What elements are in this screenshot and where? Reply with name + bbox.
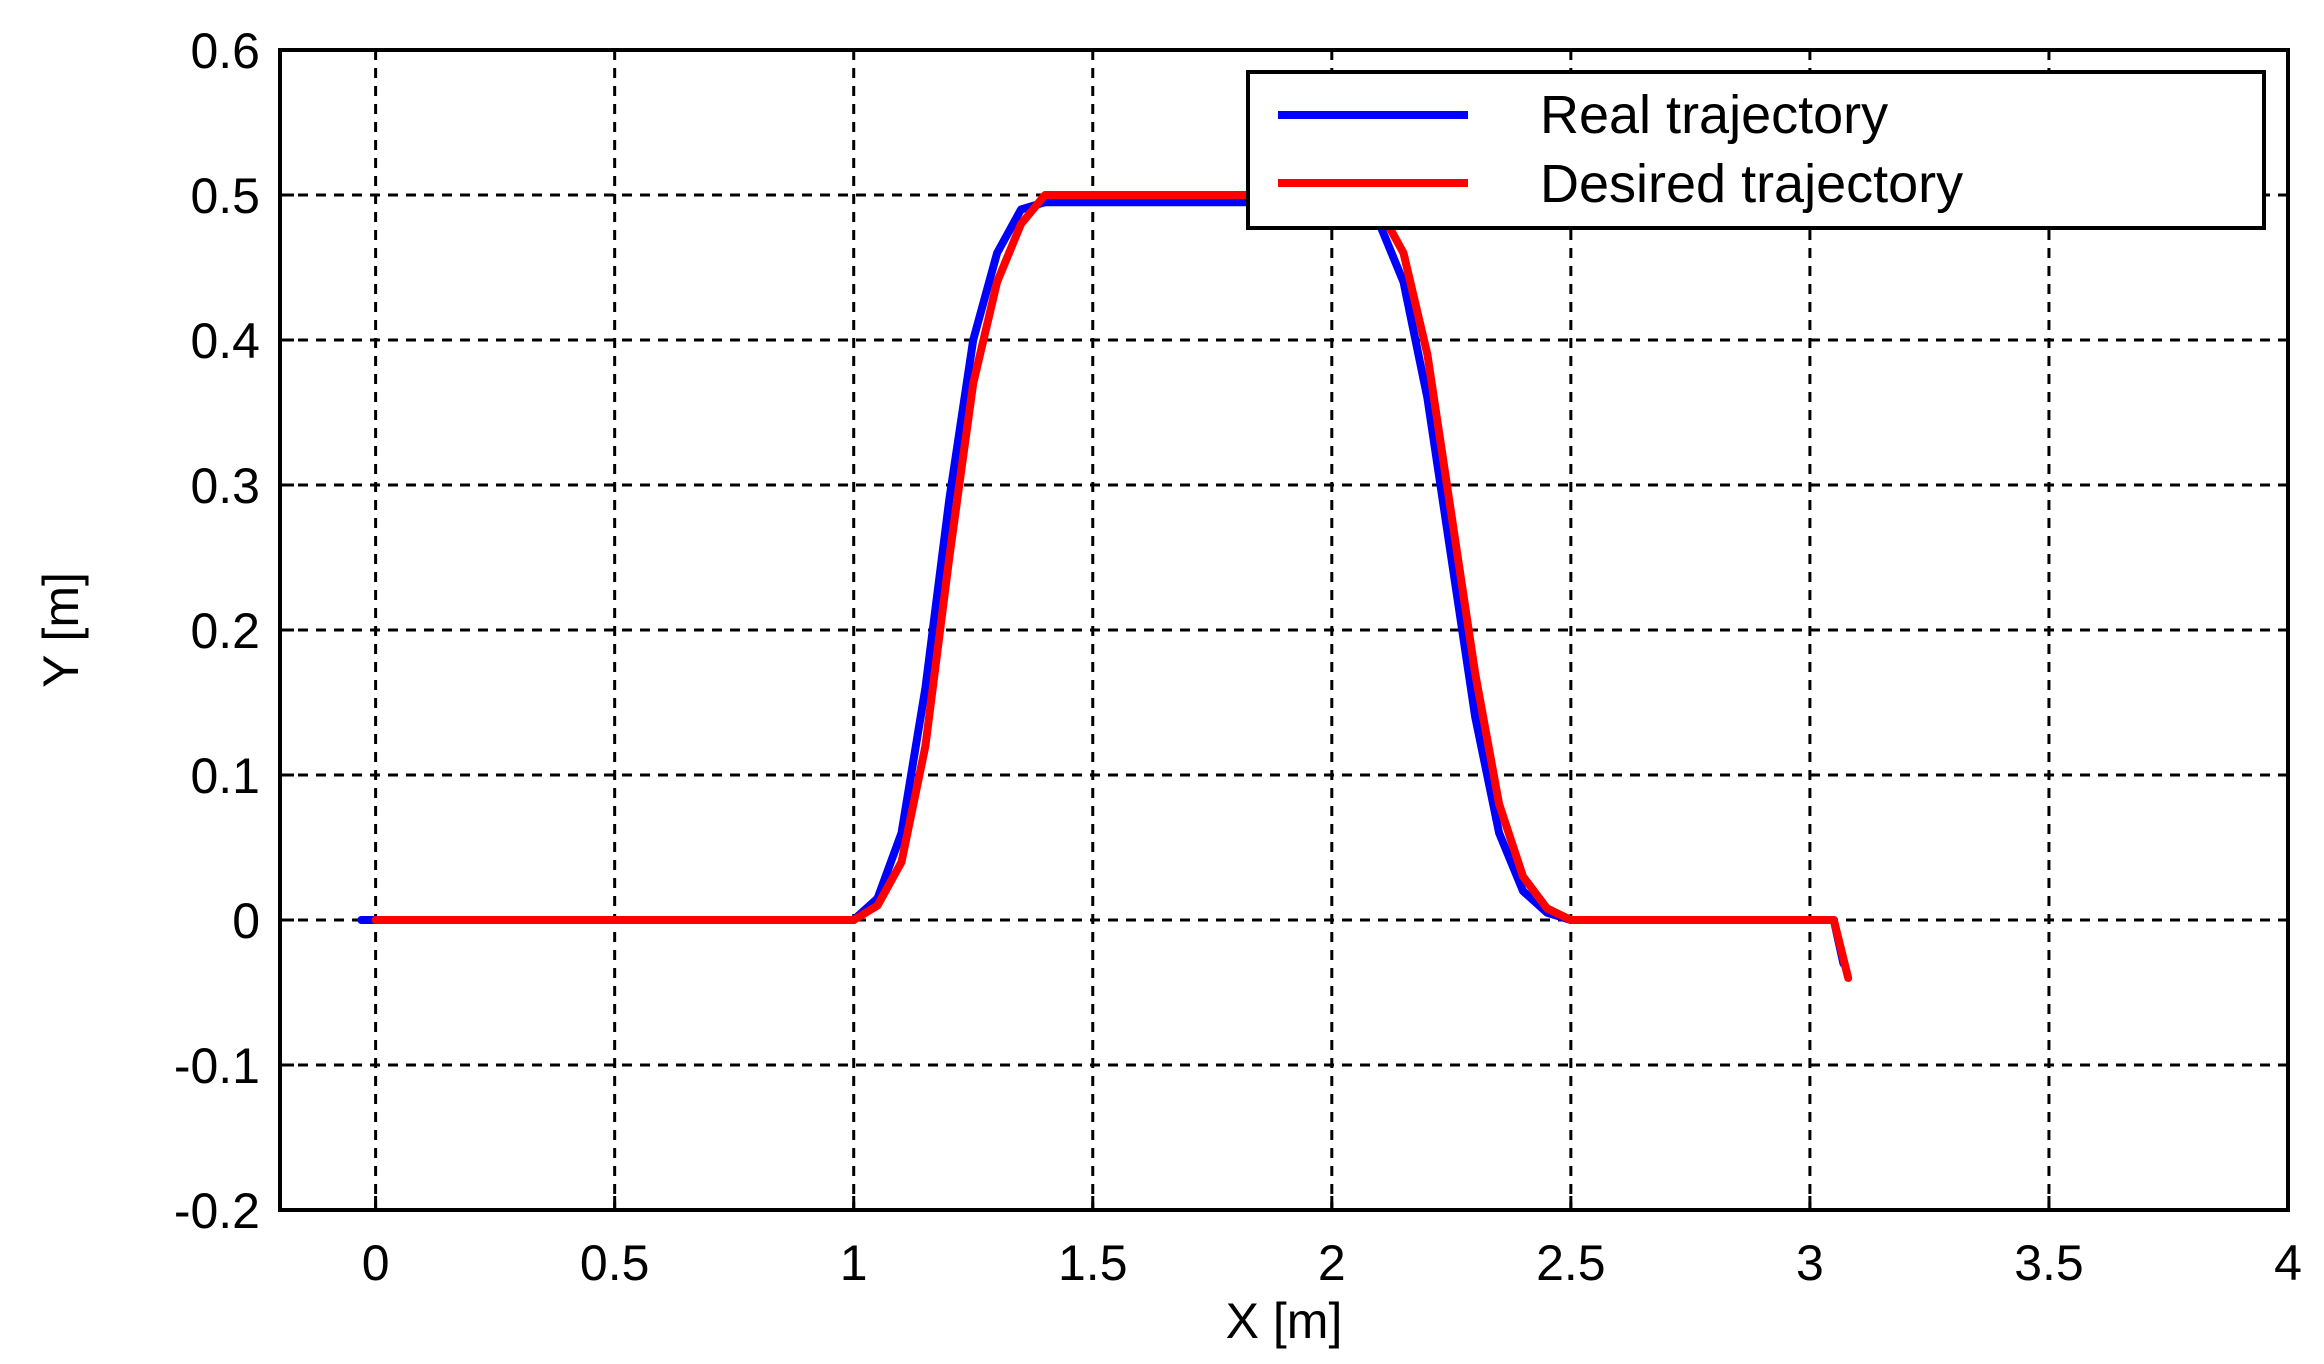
legend-label-desired: Desired trajectory bbox=[1540, 154, 1963, 214]
y-tick-label: 0 bbox=[232, 893, 260, 949]
y-tick-label: -0.2 bbox=[174, 1183, 260, 1239]
legend-label-real: Real trajectory bbox=[1540, 85, 1888, 145]
x-tick-label: 2.5 bbox=[1536, 1235, 1606, 1291]
y-axis-label: Y [m] bbox=[33, 572, 89, 688]
series-line-desired bbox=[371, 191, 1853, 982]
series-lines bbox=[357, 191, 1853, 982]
x-axis-label: X [m] bbox=[1226, 1293, 1343, 1349]
x-tick-label: 3 bbox=[1796, 1235, 1824, 1291]
x-tick-label: 1.5 bbox=[1058, 1235, 1128, 1291]
y-tick-label: 0.1 bbox=[190, 748, 260, 804]
y-tick-label: 0.6 bbox=[190, 23, 260, 79]
x-tick-label: 0.5 bbox=[580, 1235, 650, 1291]
axis-ticks: 0 0.5 1 1.5 2 2.5 3 3.5 4 -0.2 -0.1 0 0.1 0.2 0.3 0.4 0.… bbox=[174, 23, 2302, 1291]
x-tick-label: 1 bbox=[840, 1235, 868, 1291]
x-tick-label: 3.5 bbox=[2014, 1235, 2084, 1291]
y-tick-label: 0.3 bbox=[190, 458, 260, 514]
y-tick-label: 0.2 bbox=[190, 603, 260, 659]
legend-box bbox=[1246, 70, 2266, 230]
x-tick-label: 4 bbox=[2274, 1235, 2302, 1291]
legend: Real trajectory Desired trajectory bbox=[1246, 70, 2266, 230]
x-tick-label: 0 bbox=[362, 1235, 390, 1291]
series-line-real bbox=[357, 198, 1848, 968]
x-tick-label: 2 bbox=[1318, 1235, 1346, 1291]
y-tick-label: 0.4 bbox=[190, 313, 260, 369]
y-tick-label: 0.5 bbox=[190, 168, 260, 224]
y-tick-label: -0.1 bbox=[174, 1038, 260, 1094]
